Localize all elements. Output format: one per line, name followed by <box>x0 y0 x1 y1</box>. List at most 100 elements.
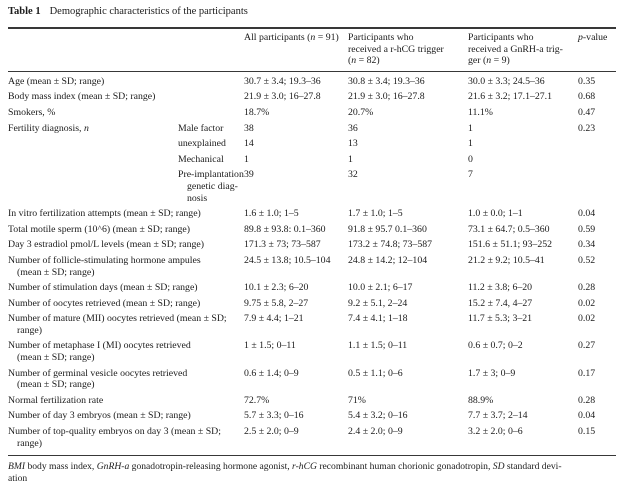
cell-p-value: 0.02 <box>578 297 596 309</box>
cell-gnrh-group: 30.0 ± 3.3; 24.5–36 <box>468 75 545 87</box>
header-empty-sublabel <box>178 26 244 72</box>
row-label <box>8 167 178 206</box>
row-label: Number of top-quality embryos on day 3 (… <box>8 426 221 449</box>
cell-p-value: 0.59 <box>578 223 596 235</box>
cell-rhcg-group: 71% <box>348 394 366 406</box>
cell-all-participants: 1 ± 1.5; 0–11 <box>244 340 296 352</box>
cell-gnrh-group: 3.2 ± 2.0; 0–6 <box>468 426 523 438</box>
row-label: Day 3 estradiol pmol/L levels (mean ± SD… <box>8 239 204 251</box>
table-row: Fertility diagnosis, n Male factor 38 36 1 0.… <box>8 121 616 137</box>
cell-rhcg-group: 30.8 ± 3.4; 19.3–36 <box>348 75 425 87</box>
row-label: Number of mature (MII) oocytes retrieved… <box>8 313 227 336</box>
cell-gnrh-group: 11.2 ± 3.8; 6–20 <box>468 282 533 294</box>
cell-gnrh-group: 1 <box>468 138 473 150</box>
cell-all-participants: 21.9 ± 3.0; 16–27.8 <box>244 91 321 103</box>
table-row: Number of germinal vesicle oocytes retri… <box>8 366 616 393</box>
table-row: Normal fertilization rate 72.7% 71% 88.9% 0.… <box>8 393 616 409</box>
cell-rhcg-group: 5.4 ± 3.2; 0–16 <box>348 410 408 422</box>
row-label: Fertility diagnosis, n <box>8 122 89 134</box>
cell-p-value: 0.35 <box>578 75 596 87</box>
row-label: Number of follicle-stimulating hormone a… <box>8 254 201 278</box>
cell-rhcg-group: 9.2 ± 5.1, 2–24 <box>348 297 408 309</box>
cell-all-participants: 18.7% <box>244 106 270 118</box>
row-sublabel: unexplained <box>178 138 226 150</box>
cell-gnrh-group: 21.2 ± 9.2; 10.5–41 <box>468 254 545 266</box>
table-body: Age (mean ± SD; range) 30.7 ± 3.4; 19.3–3… <box>8 71 616 451</box>
row-label: Number of oocytes retrieved (mean ± SD; … <box>8 297 201 309</box>
row-label: Smokers, % <box>8 106 56 118</box>
cell-all-participants: 30.7 ± 3.4; 19.3–36 <box>244 75 321 87</box>
demographics-table: All participants (n = 91) Participants w… <box>8 26 616 451</box>
table-row: In vitro fertilization attempts (mean ± … <box>8 206 616 222</box>
table-row: Number of metaphase I (MI) oocytes retri… <box>8 338 616 365</box>
row-sublabel: Mechanical <box>178 153 224 165</box>
table-row: Total motile sperm (10^6) (mean ± SD; ra… <box>8 222 616 238</box>
cell-rhcg-group: 91.8 ± 95.7 0.1–360 <box>348 223 427 235</box>
cell-all-participants: 5.7 ± 3.3; 0–16 <box>244 410 304 422</box>
cell-gnrh-group: 11.7 ± 5.3; 3–21 <box>468 313 533 325</box>
cell-rhcg-group: 0.5 ± 1.1; 0–6 <box>348 367 403 379</box>
cell-rhcg-group: 13 <box>348 138 358 150</box>
cell-all-participants: 39 <box>244 169 254 181</box>
cell-gnrh-group: 1.7 ± 3; 0–9 <box>468 367 516 379</box>
row-label: Number of metaphase I (MI) oocytes retri… <box>8 340 191 364</box>
cell-all-participants: 89.8 ± 93.8: 0.1–360 <box>244 223 326 235</box>
header-empty-label <box>8 26 178 72</box>
cell-gnrh-group: 7 <box>468 169 473 181</box>
table-bottom-rule <box>8 455 616 457</box>
cell-gnrh-group: 151.6 ± 51.1; 93–252 <box>468 239 553 251</box>
row-label: Number of germinal vesicle oocytes retri… <box>8 367 188 391</box>
cell-all-participants: 1.6 ± 1.0; 1–5 <box>244 208 299 220</box>
cell-rhcg-group: 2.4 ± 2.0; 0–9 <box>348 426 403 438</box>
cell-rhcg-group: 20.7% <box>348 106 374 118</box>
row-label: Total motile sperm (10^6) (mean ± SD; ra… <box>8 223 191 235</box>
cell-p-value: 0.27 <box>578 340 596 352</box>
header-gnrh-group: Participants who received a GnRH-a trig-… <box>468 26 578 72</box>
cell-rhcg-group: 173.2 ± 74.8; 73–587 <box>348 239 433 251</box>
cell-p-value: 0.23 <box>578 122 596 134</box>
cell-rhcg-group: 36 <box>348 122 358 134</box>
cell-gnrh-group: 1 <box>468 122 473 134</box>
cell-all-participants: 72.7% <box>244 394 270 406</box>
cell-rhcg-group: 1.1 ± 1.5; 0–11 <box>348 340 408 352</box>
cell-p-value <box>578 167 616 206</box>
cell-p-value: 0.28 <box>578 394 596 406</box>
table-row: Age (mean ± SD; range) 30.7 ± 3.4; 19.3–3… <box>8 71 616 89</box>
table-row: Number of day 3 embryos (mean ± SD; rang… <box>8 408 616 424</box>
cell-all-participants: 171.3 ± 73; 73–587 <box>244 239 321 251</box>
table-row: Number of top-quality embryos on day 3 (… <box>8 424 616 451</box>
table-caption-number: Table 1 <box>8 6 41 17</box>
table-header: All participants (n = 91) Participants w… <box>8 26 616 72</box>
cell-gnrh-group: 1.0 ± 0.0; 1–1 <box>468 208 523 220</box>
cell-all-participants: 0.6 ± 1.4; 0–9 <box>244 367 299 379</box>
row-label: Normal fertilization rate <box>8 394 104 406</box>
cell-p-value: 0.15 <box>578 426 596 438</box>
row-label: In vitro fertilization attempts (mean ± … <box>8 208 201 220</box>
cell-gnrh-group: 7.7 ± 3.7; 2–14 <box>468 410 528 422</box>
row-label: Number of day 3 embryos (mean ± SD; rang… <box>8 410 191 422</box>
row-sublabel: Male factor <box>178 122 224 134</box>
cell-p-value <box>578 136 616 152</box>
cell-gnrh-group: 15.2 ± 7.4, 4–27 <box>468 297 533 309</box>
table-row: Mechanical 1 1 0 <box>8 152 616 168</box>
row-label: Number of stimulation days (mean ± SD; r… <box>8 282 198 294</box>
cell-all-participants: 2.5 ± 2.0; 0–9 <box>244 426 299 438</box>
header-all-participants: All participants (n = 91) <box>244 26 348 72</box>
cell-rhcg-group: 21.9 ± 3.0; 16–27.8 <box>348 91 425 103</box>
cell-p-value <box>578 152 616 168</box>
table-footnote: BMI body mass index, GnRH-a gonadotropin… <box>8 461 562 485</box>
cell-rhcg-group: 24.8 ± 14.2; 12–104 <box>348 254 428 266</box>
header-row: All participants (n = 91) Participants w… <box>8 26 616 72</box>
table-caption: Table 1 Demographic characteristics of th… <box>8 5 616 18</box>
cell-all-participants: 9.75 ± 5.8, 2–27 <box>244 297 309 309</box>
cell-gnrh-group: 11.1% <box>468 106 493 118</box>
cell-p-value: 0.04 <box>578 208 596 220</box>
cell-all-participants: 10.1 ± 2.3; 6–20 <box>244 282 309 294</box>
cell-p-value: 0.02 <box>578 313 596 325</box>
table-row: Number of mature (MII) oocytes retrieved… <box>8 311 616 338</box>
cell-gnrh-group: 21.6 ± 3.2; 17.1–27.1 <box>468 91 553 103</box>
cell-gnrh-group: 88.9% <box>468 394 494 406</box>
cell-p-value: 0.28 <box>578 282 596 294</box>
cell-rhcg-group: 1 <box>348 153 353 165</box>
